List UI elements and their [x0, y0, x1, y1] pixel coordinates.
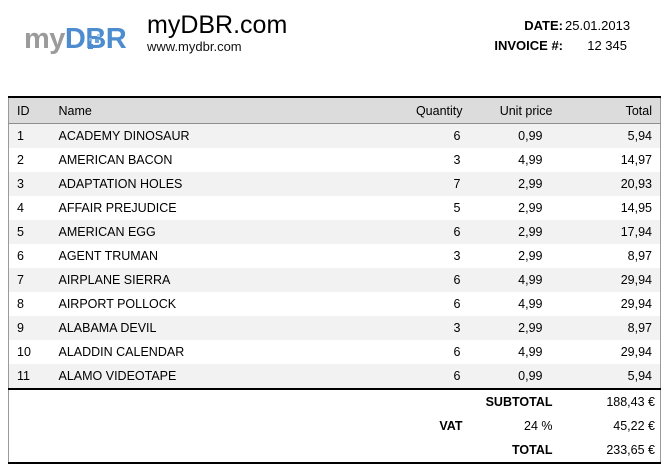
- cell-total: 29,94: [620, 345, 652, 359]
- cell-unit-price: 4,99: [518, 153, 543, 167]
- table-body: 1 ACADEMY DINOSAUR 6 0,99 5,94 2 AMERICA…: [8, 123, 661, 389]
- table-row: 7 AIRPLANE SIERRA 6 4,99 29,94: [8, 268, 661, 292]
- table-row: 9 ALABAMA DEVIL 3 2,99 8,97: [8, 316, 661, 340]
- table-summary: SUBTOTAL 188,43 € VAT 24 % 45,22 € TOTAL…: [8, 388, 661, 463]
- cell-unit-price: 0,99: [518, 369, 543, 383]
- column-header-quantity: Quantity: [365, 96, 471, 124]
- cell-unit-price: 2,99: [518, 201, 543, 215]
- cell-id: 10: [17, 345, 31, 359]
- cell-quantity: 3: [453, 249, 461, 263]
- table-row: 3 ADAPTATION HOLES 7 2,99 20,93: [8, 172, 661, 196]
- column-header-unit-price: Unit price: [470, 96, 561, 124]
- cell-id: 4: [17, 201, 24, 215]
- table-header: ID Name Quantity Unit price Total: [8, 96, 661, 124]
- cell-name: AFFAIR PREJUDICE: [58, 201, 177, 215]
- mydbr-logo: myDBR: [24, 23, 127, 55]
- cell-unit-price: 2,99: [518, 249, 543, 263]
- cell-unit-price: 4,99: [518, 345, 543, 359]
- cell-name: AIRPORT POLLOCK: [58, 297, 177, 311]
- cell-unit-price: 2,99: [518, 225, 543, 239]
- vat-label: VAT: [365, 414, 471, 438]
- cell-total: 17,94: [620, 225, 652, 239]
- cell-name: AIRPLANE SIERRA: [58, 273, 171, 287]
- cell-quantity: 3: [453, 321, 461, 335]
- cell-quantity: 6: [453, 297, 461, 311]
- vat-value: 45,22 €: [560, 414, 661, 438]
- cell-unit-price: 4,99: [518, 297, 543, 311]
- cell-name: ADAPTATION HOLES: [58, 177, 183, 191]
- header-row: ID Name Quantity Unit price Total: [8, 96, 661, 124]
- total-value: 233,65 €: [560, 438, 661, 463]
- cell-name: ALABAMA DEVIL: [58, 321, 157, 335]
- subtotal-row: SUBTOTAL 188,43 €: [8, 388, 661, 414]
- cell-id: 3: [17, 177, 24, 191]
- cell-total: 5,94: [627, 129, 652, 143]
- cell-unit-price: 0,99: [518, 129, 543, 143]
- page-subtitle: www.mydbr.com: [147, 39, 242, 54]
- page-header: myDBR myDBR.com www.mydbr.com DATE: 25.0…: [0, 0, 665, 96]
- cell-quantity: 6: [453, 369, 461, 383]
- cell-total: 5,94: [627, 369, 652, 383]
- cell-name: AMERICAN EGG: [58, 225, 156, 239]
- cell-quantity: 6: [453, 273, 461, 287]
- column-header-name: Name: [50, 96, 366, 124]
- logo-text-my: my: [24, 23, 65, 55]
- invoice-table: ID Name Quantity Unit price Total 1 ACAD…: [8, 96, 661, 464]
- cell-name: ALADDIN CALENDAR: [58, 345, 185, 359]
- total-row: TOTAL 233,65 €: [8, 438, 661, 463]
- cell-id: 9: [17, 321, 24, 335]
- cell-id: 11: [17, 369, 30, 383]
- cell-quantity: 3: [453, 153, 461, 167]
- cell-quantity: 6: [453, 345, 461, 359]
- page-title: myDBR.com: [147, 11, 288, 39]
- cell-name: AGENT TRUMAN: [58, 249, 159, 263]
- invoice-number-value: 12 345: [587, 38, 627, 53]
- subtotal-value: 188,43 €: [560, 388, 661, 414]
- cell-quantity: 6: [453, 129, 461, 143]
- cell-name: ALAMO VIDEOTAPE: [58, 369, 177, 383]
- cell-total: 20,93: [620, 177, 652, 191]
- cell-total: 29,94: [620, 297, 652, 311]
- invoice-meta: DATE: 25.01.2013 INVOICE #: 12 345: [494, 18, 631, 53]
- cell-total: 8,97: [627, 321, 652, 335]
- table-row: 6 AGENT TRUMAN 3 2,99 8,97: [9, 244, 661, 268]
- cell-name: AMERICAN BACON: [58, 153, 173, 167]
- cell-name: ACADEMY DINOSAUR: [58, 129, 190, 143]
- logo-pixel-dots-icon: [87, 34, 107, 50]
- cell-id: 7: [17, 273, 24, 287]
- cell-id: 6: [17, 249, 24, 263]
- invoice-number-label: INVOICE #:: [494, 38, 563, 53]
- table-row: 8 AIRPORT POLLOCK 6 4,99 29,94: [9, 292, 661, 316]
- cell-unit-price: 2,99: [518, 177, 543, 191]
- cell-total: 8,97: [627, 249, 652, 263]
- vat-rate: 24 %: [470, 414, 561, 438]
- cell-total: 14,95: [620, 201, 652, 215]
- cell-quantity: 5: [453, 201, 461, 215]
- table-row: 5 AMERICAN EGG 6 2,99 17,94: [8, 220, 661, 244]
- column-header-total: Total: [560, 96, 661, 124]
- table-row: 10 ALADDIN CALENDAR 6 4,99 29,94: [9, 340, 661, 364]
- cell-unit-price: 4,99: [518, 273, 543, 287]
- total-label: TOTAL: [470, 438, 561, 463]
- table-row: 2 AMERICAN BACON 3 4,99 14,97: [9, 148, 661, 172]
- cell-id: 2: [17, 153, 24, 167]
- column-header-id: ID: [8, 96, 51, 124]
- cell-quantity: 6: [453, 225, 461, 239]
- cell-id: 8: [17, 297, 24, 311]
- cell-total: 29,94: [620, 273, 652, 287]
- title-block: myDBR.com www.mydbr.com: [147, 12, 287, 54]
- table-row: 4 AFFAIR PREJUDICE 5 2,99 14,95: [9, 196, 661, 220]
- cell-unit-price: 2,99: [518, 321, 543, 335]
- date-value: 25.01.2013: [565, 18, 631, 33]
- vat-row: VAT 24 % 45,22 €: [8, 414, 661, 438]
- cell-quantity: 7: [453, 177, 461, 191]
- table-row: 1 ACADEMY DINOSAUR 6 0,99 5,94: [8, 123, 661, 148]
- subtotal-label: SUBTOTAL: [470, 388, 561, 414]
- cell-id: 1: [17, 129, 24, 143]
- cell-id: 5: [17, 225, 24, 239]
- cell-total: 14,97: [620, 153, 652, 167]
- date-label: DATE:: [524, 18, 563, 33]
- table-row: 11 ALAMO VIDEOTAPE 6 0,99 5,94: [8, 364, 661, 389]
